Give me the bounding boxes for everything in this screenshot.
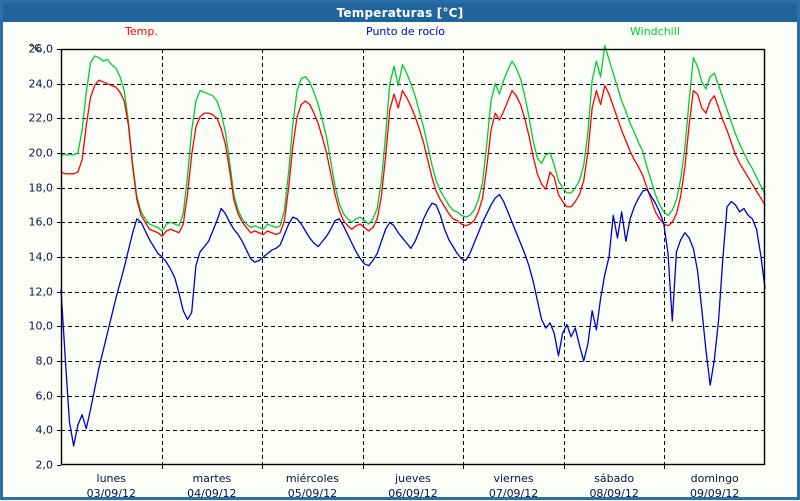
- x-axis-tick-label: jueves 06/09/12: [388, 471, 437, 501]
- legend-item-windchill[interactable]: Windchill: [630, 25, 680, 38]
- window-title-bar: Temperaturas [°C]: [3, 3, 797, 22]
- x-axis-day-name: miércoles: [285, 472, 339, 485]
- x-axis-tick-label: martes 04/09/12: [187, 471, 236, 501]
- x-axis-tick-label: lunes 03/09/12: [87, 471, 136, 501]
- x-axis-day-date: 04/09/12: [187, 487, 237, 500]
- y-axis-tick-label: 26,0: [28, 42, 54, 56]
- y-axis-tick-label: 16,0: [28, 215, 54, 229]
- x-axis-day-name: martes: [192, 472, 232, 485]
- y-axis-tick-label: 22,0: [28, 111, 54, 125]
- temperature-line-chart: [57, 44, 766, 469]
- y-axis-tick-label: 12,0: [28, 285, 54, 299]
- y-axis-tick-label: 18,0: [28, 181, 54, 195]
- y-axis-tick-label: 8,0: [35, 354, 54, 368]
- x-axis-day-name: lunes: [96, 472, 127, 485]
- chart-legend: Temp. Punto de rocío Windchill: [3, 25, 797, 43]
- x-axis-tick-label: domingo 09/09/12: [690, 471, 739, 501]
- legend-item-temp[interactable]: Temp.: [125, 25, 158, 38]
- x-axis-day-name: viernes: [493, 472, 534, 485]
- y-axis-tick-label: 24,0: [28, 77, 54, 91]
- x-axis-day-date: 03/09/12: [86, 487, 136, 500]
- x-axis-tick-label: viernes 07/09/12: [489, 471, 538, 501]
- y-axis-tick-label: 20,0: [28, 146, 54, 160]
- plot-container: °C 2,0 4,0 6,0 8,0 10,0 12,0 14,0 16,0 18,0 20,0 2…: [3, 3, 797, 500]
- x-axis-tick-label: sábado 08/09/12: [589, 471, 638, 501]
- x-axis-day-date: 06/09/12: [388, 487, 438, 500]
- x-axis-tick-label: miércoles 05/09/12: [286, 471, 339, 501]
- x-axis-day-name: jueves: [395, 472, 431, 485]
- x-axis-day-date: 07/09/12: [488, 487, 539, 500]
- y-axis-tick-label: 2,0: [35, 458, 54, 472]
- legend-item-dewpoint[interactable]: Punto de rocío: [366, 25, 446, 38]
- y-axis-tick-label: 10,0: [28, 319, 54, 333]
- y-axis-tick-label: 4,0: [35, 423, 54, 437]
- x-axis-day-date: 08/09/12: [589, 487, 639, 500]
- x-axis-day-name: sábado: [594, 472, 635, 485]
- y-axis-unit-label: °C: [29, 43, 41, 54]
- y-axis-tick-label: 14,0: [28, 250, 54, 264]
- window-title: Temperaturas [°C]: [336, 5, 464, 20]
- x-axis-day-date: 05/09/12: [287, 487, 338, 500]
- y-axis-tick-label: 6,0: [35, 389, 54, 403]
- x-axis-day-date: 09/09/12: [690, 487, 740, 500]
- x-axis-day-name: domingo: [690, 472, 739, 485]
